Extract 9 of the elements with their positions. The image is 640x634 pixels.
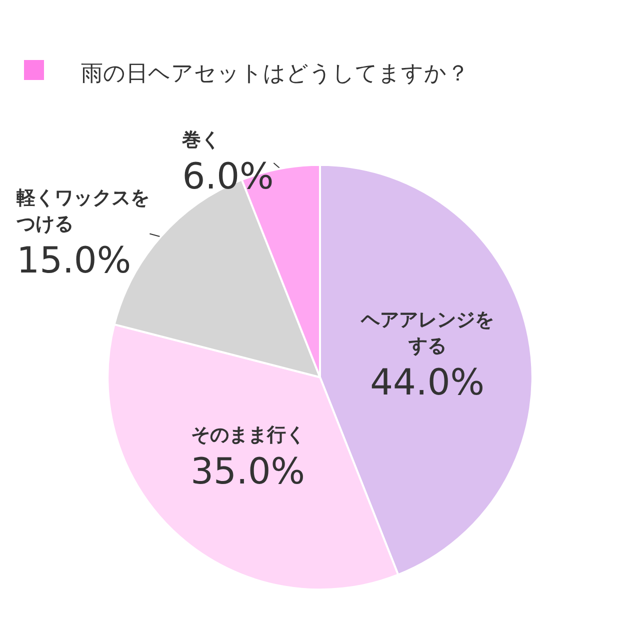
data-label: 35.0% [190,452,305,493]
slice-label: そのまま行く [190,424,305,446]
data-label: 44.0% [370,362,484,404]
slice-label: 軽くワックスをつける [16,186,150,235]
slice-label: ヘアアレンジをする [360,308,494,357]
chart-title: 雨の日ヘアセットはどうしてますか？ [81,62,469,86]
data-label: 6.0% [182,156,274,198]
data-label: 15.0% [16,240,132,282]
slice-label: 巻く [181,129,220,152]
